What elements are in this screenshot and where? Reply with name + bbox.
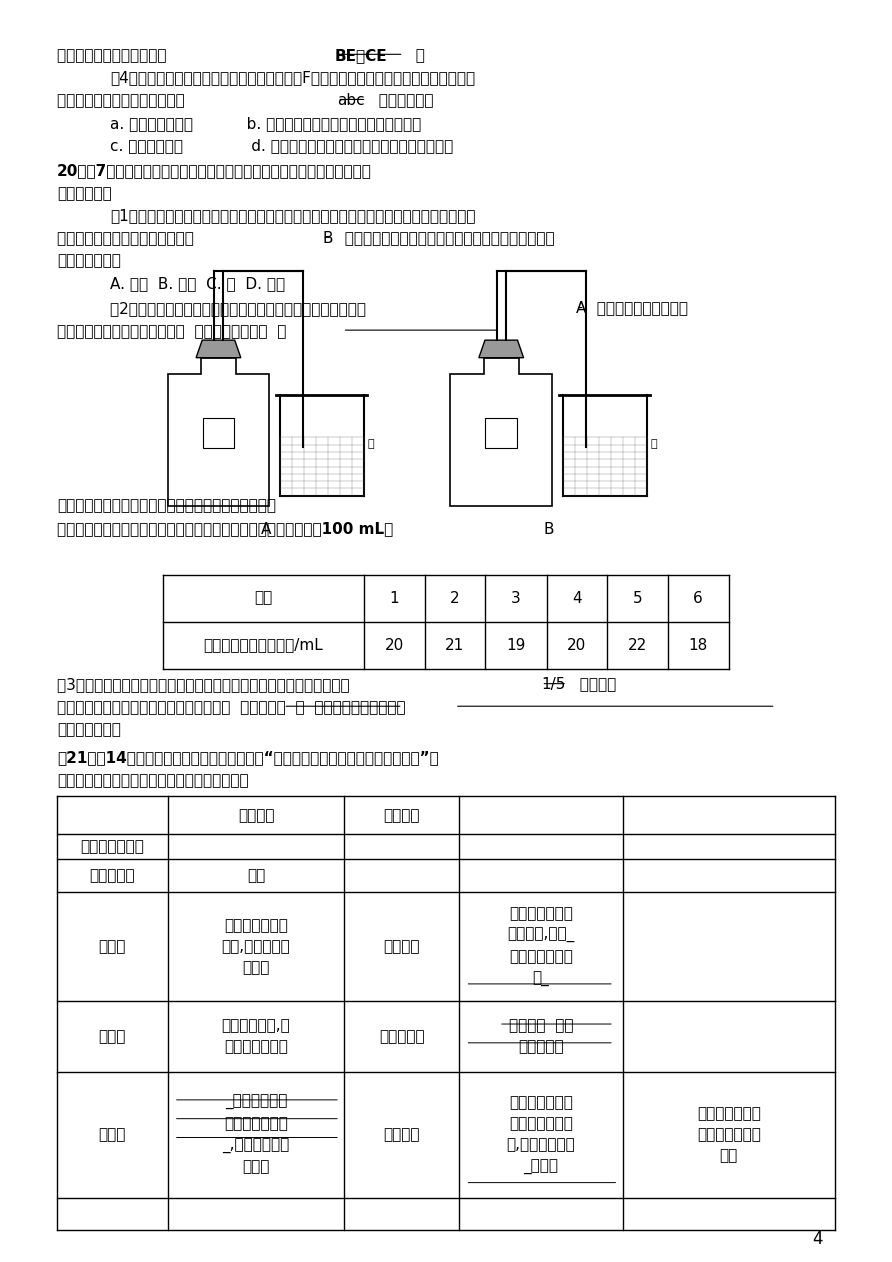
Text: 【集中讨论】: 【集中讨论】	[57, 186, 112, 201]
Text: 实验的成功，在装药品之前应该  检查装置的气密性  。: 实验的成功，在装药品之前应该 检查装置的气密性 。	[57, 324, 286, 339]
Text: （填序号），为了确保: （填序号），为了确保	[588, 302, 689, 317]
Text: 加热二氧化锰,伸
入带火星的木条: 加热二氧化锰,伸 入带火星的木条	[221, 1018, 291, 1055]
Text: 组别: 组别	[254, 591, 273, 606]
Text: 量应保证足量。: 量应保证足量。	[57, 254, 121, 269]
Text: abc: abc	[337, 93, 365, 109]
Text: A: A	[260, 522, 271, 536]
Text: 总结: 总结	[247, 868, 265, 883]
Text: 6: 6	[693, 591, 703, 606]
Text: 2: 2	[450, 591, 459, 606]
Text: （填序号），为了充分消耗容器中的氧气，药品的用: （填序号），为了充分消耗容器中的氧气，药品的用	[334, 231, 554, 246]
Text: （3）通过对实验结果的交流，大多数同学都验证出氧气约占空气体积的: （3）通过对实验结果的交流，大多数同学都验证出氧气约占空气体积的	[57, 678, 359, 693]
Text: 氯酸钾受热分解
产生氧气,但是_
产生氧气的速率
慢_: 氯酸钾受热分解 产生氧气,但是_ 产生氧气的速率 慢_	[508, 906, 574, 987]
Text: c. 将水换成冰水              d. 先用手捂住试管壁，再将导管另一端插入水中: c. 将水换成冰水 d. 先用手捂住试管壁，再将导管另一端插入水中	[111, 139, 453, 153]
Text: 1/5: 1/5	[541, 678, 566, 693]
Text: 实验一: 实验一	[99, 939, 126, 954]
Text: 22: 22	[628, 637, 647, 652]
Text: 一命题，他设计并完成了如表所示的探究实验：: 一命题，他设计并完成了如表所示的探究实验：	[57, 772, 249, 787]
Text: （1）讨论后同学们认为，选择的药品既要能消耗氧气，又不会跟空气中的其他成分反应，: （1）讨论后同学们认为，选择的药品既要能消耗氧气，又不会跟空气中的其他成分反应，	[111, 208, 475, 223]
Polygon shape	[450, 357, 552, 506]
Text: 各步骤结论: 各步骤结论	[89, 868, 136, 883]
Text: 21: 21	[445, 637, 465, 652]
Text: （写出两点）。: （写出两点）。	[57, 723, 121, 737]
Text: 3: 3	[511, 591, 521, 606]
Text: 4: 4	[572, 591, 582, 606]
Text: 实验结论或总结: 实验结论或总结	[80, 839, 145, 854]
Text: _将氯酸钾和二
氧化锰一起加热
_,伸入带火星的
木条。: _将氯酸钾和二 氧化锰一起加热 _,伸入带火星的 木条。	[222, 1095, 290, 1175]
Text: （填序号）。: （填序号）。	[369, 93, 434, 109]
Text: 20．（7分）某校化学兴趣小组就空气中氧气的含量进行了如下实验探究：: 20．（7分）某校化学兴趣小组就空气中氧气的含量进行了如下实验探究：	[57, 163, 372, 178]
Text: 实验三: 实验三	[99, 1127, 126, 1142]
Text: 4: 4	[812, 1229, 822, 1248]
Text: 发生和收集装置组合可以是: 发生和收集装置组合可以是	[57, 48, 177, 63]
Text: BE或CE: BE或CE	[334, 48, 387, 63]
Text: 实验二: 实验二	[99, 1029, 126, 1044]
Text: A: A	[576, 302, 586, 317]
Text: 20: 20	[384, 637, 404, 652]
Text: 木条不复燃: 木条不复燃	[379, 1029, 425, 1044]
Polygon shape	[196, 341, 241, 357]
Text: 二氧化锰能加快
氯酸钾的分解反
应,文字表达式为
_氯酸钾: 二氧化锰能加快 氯酸钾的分解反 应,文字表达式为 _氯酸钾	[507, 1095, 575, 1175]
Text: B: B	[322, 231, 333, 246]
Text: 验还可以推断出集气瓶中剩余气体的性质是  不易溶于水  、  不能燃烧也不支持燃烧: 验还可以推断出集气瓶中剩余气体的性质是 不易溶于水 、 不能燃烧也不支持燃烧	[57, 700, 406, 716]
Text: （4）制取气体前应先检查装置的气密性，若按F图所示操作，结果在导管口未看到气泡，: （4）制取气体前应先检查装置的气密性，若按F图所示操作，结果在导管口未看到气泡，	[111, 71, 475, 86]
Text: 进入集气瓶中水的体积/mL: 进入集气瓶中水的体积/mL	[203, 637, 324, 652]
Text: 其可能原因与下列因素无关的是: 其可能原因与下列因素无关的是	[57, 93, 194, 109]
Text: 将氯酸钾加热至
融化,伸入带火星
的木条: 将氯酸钾加热至 融化,伸入带火星 的木条	[221, 917, 291, 974]
Text: A. 蜡烛  B. 红磷  C. 硫  D. 木炭: A. 蜡烛 B. 红磷 C. 硫 D. 木炭	[111, 276, 285, 292]
Text: 20: 20	[567, 637, 587, 652]
Polygon shape	[168, 357, 269, 506]
Text: 。21．（14分）小明同学欲通过实验探究证明“二氧化锰是氯酸钾受热分解的催化剂”这: 。21．（14分）小明同学欲通过实验探究证明“二氧化锰是氯酸钾受热分解的催化剂”…	[57, 750, 439, 765]
Text: 二氧化锰是氯酸
钾受热分解的催
化剂: 二氧化锰是氯酸 钾受热分解的催 化剂	[697, 1107, 761, 1164]
Text: 【分组实验】在讨论的基础上，他们分组进行了实验。: 【分组实验】在讨论的基础上，他们分组进行了实验。	[57, 498, 277, 514]
Text: 木条复燃: 木条复燃	[384, 939, 420, 954]
Text: 18: 18	[689, 637, 708, 652]
Text: 木条复燃: 木条复燃	[384, 1127, 420, 1142]
Text: 而且生成物为固体。他们应该选择: 而且生成物为固体。他们应该选择	[57, 231, 203, 246]
Polygon shape	[479, 341, 524, 357]
Text: 实验操作: 实验操作	[238, 808, 274, 823]
Text: 5: 5	[632, 591, 642, 606]
Text: 水: 水	[650, 439, 657, 449]
Text: 【数据分析】实验结束后，整理数据如下表：（注：集气瓶容积为100 mL）: 【数据分析】实验结束后，整理数据如下表：（注：集气瓶容积为100 mL）	[57, 521, 393, 535]
Text: （2）小组同学共同设计如图所示的两套装置，你认为合理的是: （2）小组同学共同设计如图所示的两套装置，你认为合理的是	[111, 302, 376, 317]
Text: 。通过实: 。通过实	[570, 678, 616, 693]
Text: 。: 。	[406, 48, 425, 63]
Text: 水: 水	[368, 439, 374, 449]
Text: 实验现象: 实验现象	[384, 808, 420, 823]
Text: B: B	[543, 522, 554, 536]
Text: 二氧化锰  受热
不产生氧气: 二氧化锰 受热 不产生氧气	[508, 1018, 574, 1055]
Text: 19: 19	[506, 637, 525, 652]
Text: a. 将烧杯换成水槽           b. 导管伸入水中位置过深，气体无法逸出: a. 将烧杯换成水槽 b. 导管伸入水中位置过深，气体无法逸出	[111, 116, 421, 131]
Text: 1: 1	[390, 591, 399, 606]
